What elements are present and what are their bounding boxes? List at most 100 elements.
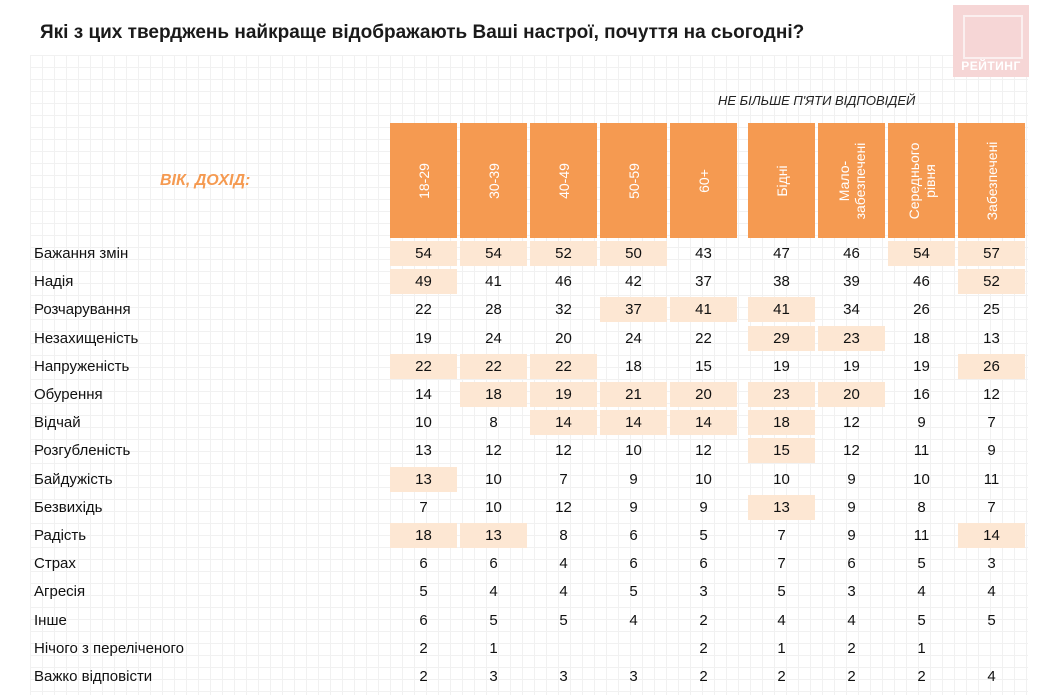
column-header: Середнього рівня — [888, 123, 955, 238]
row-label: Незахищеність — [34, 329, 139, 347]
table-cell: 5 — [419, 583, 428, 601]
table-cell: 6 — [847, 555, 856, 573]
column-header: 30-39 — [460, 123, 527, 238]
table-cell: 54 — [390, 241, 457, 266]
table-cell: 22 — [460, 353, 527, 379]
table-cell: 8 — [489, 414, 498, 432]
column-header: Бідні — [748, 123, 815, 238]
table-cell: 10 — [485, 470, 502, 488]
table-cell: 42 — [625, 273, 642, 291]
table-cell: 12 — [843, 442, 860, 460]
row-label: Байдужість — [34, 470, 113, 488]
row-label: Бажання змін — [34, 245, 129, 262]
table-cell: 29 — [748, 325, 815, 351]
row-label: Радість — [34, 527, 87, 544]
table-cell: 19 — [773, 357, 790, 375]
table-cell: 11 — [913, 527, 930, 544]
column-header-label: 50-59 — [625, 162, 642, 199]
table-cell: 23 — [818, 325, 885, 351]
column-header-label: 60+ — [695, 168, 712, 193]
column-header: Мало-забезпечені — [818, 123, 885, 238]
column-header-label: Бідні — [773, 164, 790, 197]
table-cell: 5 — [917, 555, 926, 573]
table-cell: 4 — [559, 583, 568, 601]
table-cell: 6 — [419, 555, 428, 573]
table-cell: 4 — [777, 611, 786, 629]
column-header-label: 40-49 — [555, 162, 572, 199]
table-cell: 13 — [748, 494, 815, 520]
table-cell: 18 — [913, 329, 930, 347]
table-cell: 52 — [530, 241, 597, 266]
row-label: Надія — [34, 273, 74, 291]
table-cell: 5 — [489, 611, 498, 629]
table-cell: 7 — [987, 414, 996, 432]
table-cell: 4 — [559, 555, 568, 573]
table-cell: 10 — [415, 414, 432, 432]
row-label: Безвихідь — [34, 498, 103, 516]
table-cell: 6 — [419, 611, 428, 629]
table-cell: 22 — [695, 329, 712, 347]
table-cell: 3 — [559, 668, 568, 685]
rating-logo: РЕЙТИНГ — [953, 5, 1029, 77]
table-cell: 10 — [625, 442, 642, 460]
row-label: Інше — [34, 611, 67, 629]
table-cell: 7 — [777, 555, 786, 573]
table-cell: 22 — [390, 353, 457, 379]
table-cell: 18 — [390, 523, 457, 548]
table-cell: 6 — [629, 527, 638, 544]
column-header: 18-29 — [390, 123, 457, 238]
table-cell: 1 — [489, 639, 498, 657]
table-cell: 12 — [983, 386, 1000, 403]
table-cell: 52 — [958, 269, 1025, 295]
table-cell: 10 — [485, 498, 502, 516]
table-cell: 2 — [847, 668, 856, 685]
table-cell: 19 — [913, 357, 930, 375]
table-cell: 13 — [460, 523, 527, 548]
table-cell: 13 — [983, 329, 1000, 347]
table-cell: 22 — [530, 353, 597, 379]
column-header: Забезпечені — [958, 123, 1025, 238]
page-title: Які з цих тверджень найкраще відображают… — [40, 22, 805, 43]
table-cell: 3 — [987, 555, 996, 573]
table-cell: 41 — [748, 297, 815, 323]
table-cell: 18 — [460, 382, 527, 407]
table-cell: 32 — [555, 301, 572, 319]
table-cell: 15 — [748, 438, 815, 464]
table-cell: 12 — [485, 442, 502, 460]
row-label: Відчай — [34, 414, 81, 432]
table-cell: 9 — [699, 498, 708, 516]
table-cell: 9 — [917, 414, 926, 432]
table-cell: 14 — [530, 410, 597, 436]
answer-limit-note: НЕ БІЛЬШЕ П'ЯТИ ВІДПОВІДЕЙ — [718, 93, 916, 108]
table-cell: 8 — [917, 498, 926, 516]
table-cell: 24 — [625, 329, 642, 347]
table-cell: 13 — [415, 442, 432, 460]
table-cell: 21 — [600, 382, 667, 407]
table-cell: 8 — [559, 527, 568, 544]
table-cell: 2 — [419, 668, 428, 685]
table-cell: 4 — [489, 583, 498, 601]
table-cell: 18 — [748, 410, 815, 436]
table-cell: 41 — [485, 273, 502, 291]
table-cell: 5 — [777, 583, 786, 601]
column-header: 50-59 — [600, 123, 667, 238]
table-cell: 14 — [670, 410, 737, 436]
row-label: Розчарування — [34, 301, 131, 319]
table-cell: 20 — [670, 382, 737, 407]
table-cell: 49 — [390, 269, 457, 295]
table-cell: 9 — [847, 470, 856, 488]
table-cell: 10 — [773, 470, 790, 488]
table-cell: 4 — [987, 583, 996, 601]
table-cell: 13 — [390, 466, 457, 492]
row-label: Важко відповісти — [34, 668, 153, 685]
table-cell: 54 — [460, 241, 527, 266]
table-cell: 24 — [485, 329, 502, 347]
table-cell: 14 — [600, 410, 667, 436]
table-cell: 7 — [777, 527, 786, 544]
table-cell: 16 — [913, 386, 930, 403]
table-cell: 11 — [983, 470, 1000, 488]
table-cell: 25 — [983, 301, 1000, 319]
table-cell — [530, 636, 597, 661]
table-cell: 12 — [695, 442, 712, 460]
row-label: Обурення — [34, 386, 103, 403]
